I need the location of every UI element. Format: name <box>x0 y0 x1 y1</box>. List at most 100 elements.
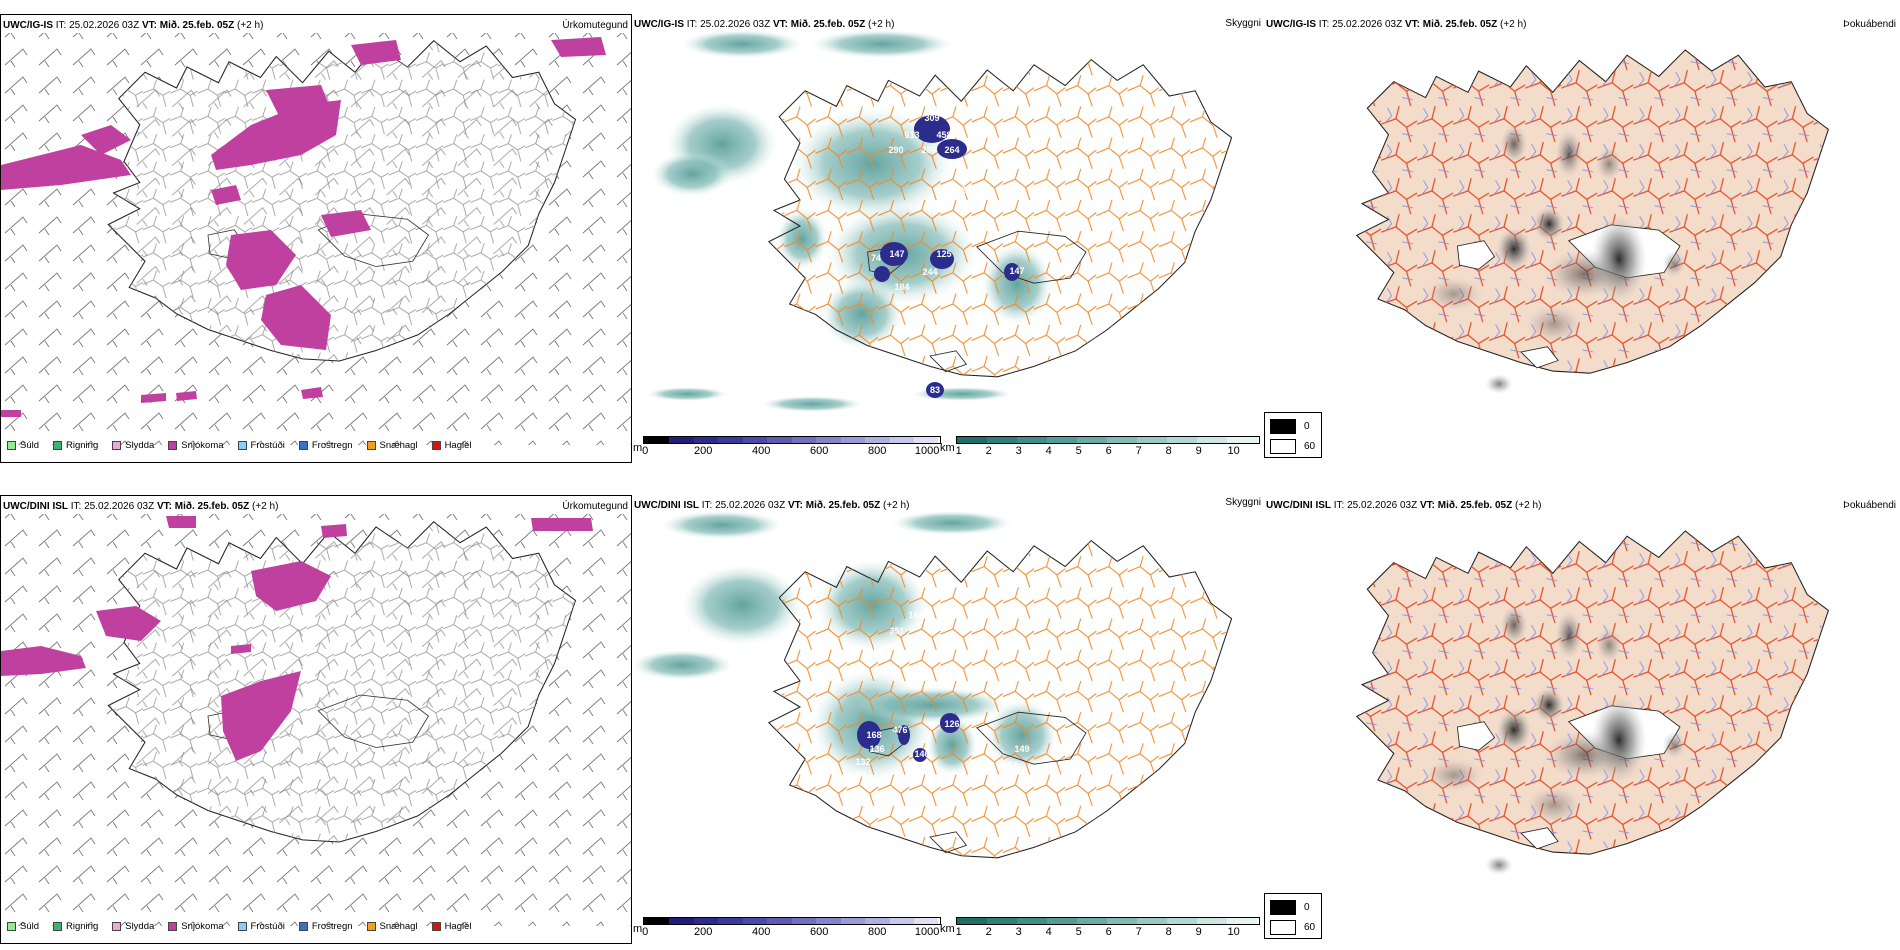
cb-tick: 800 <box>867 926 887 938</box>
vb-tick: 9 <box>1195 445 1202 457</box>
cb-tick: 200 <box>693 445 713 457</box>
vis-label: 147 <box>889 249 904 259</box>
cb-cell <box>792 437 817 443</box>
cb-tick: 1000 <box>914 926 940 938</box>
cb-cell <box>743 918 768 924</box>
cb-tick: 400 <box>751 926 771 938</box>
visibility-panel-row2: 169 351 476 126 168 136 132 90 146 149 1… <box>632 495 1264 944</box>
legend-swatch <box>168 922 178 931</box>
cb-cell <box>890 437 915 443</box>
legend-swatch <box>366 922 376 931</box>
vis-label: 264 <box>944 145 959 155</box>
cb-tick: 600 <box>809 926 829 938</box>
cb-cell <box>841 437 866 443</box>
vb-cell <box>1136 437 1167 443</box>
vb-tick: 5 <box>1075 926 1082 938</box>
legend-swatch <box>53 922 63 931</box>
legend-swatch <box>7 922 16 931</box>
cb-cell <box>767 437 793 443</box>
precip-title-row2: Úrkomutegund <box>562 501 628 512</box>
fog-header-row2: UWC/DINI ISL IT: 25.02.2026 03Z VT: Mið.… <box>1266 500 1542 511</box>
visibility-colorbar-row2: km 1 2 3 4 5 6 7 8 <box>940 917 1260 939</box>
fog-panel-row2: UWC/DINI ISL IT: 25.02.2026 03Z VT: Mið.… <box>1264 495 1900 944</box>
cloudbase-cells <box>643 436 942 444</box>
vb-tick: 8 <box>1165 926 1172 938</box>
fog-swatch-black <box>1270 900 1296 915</box>
legend-item-haglel: Haglél <box>431 440 472 451</box>
vb-tick: 5 <box>1075 445 1082 457</box>
precip-panel-row1: UWC/IG-IS IT: 25.02.2026 03Z VT: Mið. 25… <box>0 14 632 463</box>
fog-panel-row1: UWC/IG-IS IT: 25.02.2026 03Z VT: Mið. 25… <box>1264 14 1900 463</box>
vis-label: 132 <box>855 757 870 767</box>
cloudbase-cells <box>643 917 942 925</box>
vb-cell <box>1166 918 1197 924</box>
vis-label: 136 <box>869 744 884 754</box>
cloudbase-unit: m <box>633 923 643 935</box>
vb-cell <box>1136 918 1167 924</box>
vb-tick: 6 <box>1105 926 1112 938</box>
cb-cell <box>865 437 891 443</box>
vis-label: 169 <box>908 610 923 620</box>
fog-title-row1: Þokuábendi <box>1843 19 1896 30</box>
legend-item-snjokoma: Snjókoma <box>168 921 224 932</box>
fog-title-row2: Þokuábendi <box>1843 500 1896 511</box>
fog-swatch-black <box>1270 419 1296 434</box>
vb-cell <box>1016 918 1047 924</box>
vb-cell <box>1076 918 1107 924</box>
vb-cell <box>1226 918 1257 924</box>
vis-label: 146 <box>914 749 929 759</box>
vb-tick: 10 <box>1227 926 1240 938</box>
legend-item-slydda: Slydda <box>112 440 154 451</box>
vis-header-row1: UWC/IG-IS IT: 25.02.2026 03Z VT: Mið. 25… <box>634 19 895 30</box>
cb-cell <box>914 437 939 443</box>
vis-label: 309 <box>924 113 939 123</box>
visibility-unit: km <box>940 923 955 935</box>
vb-tick: 2 <box>985 445 992 457</box>
legend-swatch <box>112 922 122 931</box>
vis-label: 218 <box>951 185 966 195</box>
vis-label: 74 <box>871 253 881 263</box>
vb-cell <box>1046 918 1077 924</box>
cb-tick: 1000 <box>914 445 940 457</box>
fog-map-row1 <box>1356 49 1829 394</box>
vb-cell <box>1106 437 1137 443</box>
vb-tick: 8 <box>1165 445 1172 457</box>
vis-label: 184 <box>894 282 909 292</box>
vis-label: 83 <box>930 385 940 395</box>
vb-cell <box>1166 437 1197 443</box>
vis-label: 147 <box>1009 266 1024 276</box>
legend-item-snaehagl: Snæhagl <box>366 921 418 932</box>
cloudbase-colorbar-row2: m 0 200 400 600 800 <box>633 917 942 939</box>
visibility-cells <box>955 917 1260 925</box>
vb-cell <box>1196 918 1227 924</box>
legend-item-frostudi: Frostúði <box>237 440 285 451</box>
vb-tick: 1 <box>955 926 962 938</box>
legend-item-snjokoma: Snjókoma <box>168 440 224 451</box>
vis-label: 458 <box>936 130 951 140</box>
precip-map-row1 <box>1 33 631 445</box>
cb-tick: 200 <box>693 926 713 938</box>
vb-tick: 6 <box>1105 445 1112 457</box>
cb-cell <box>718 918 744 924</box>
visibility-panel-row1: 309 613 458 290 286 264 218 147 125 74 2… <box>632 14 1264 463</box>
cb-cell <box>743 437 768 443</box>
cb-tick: 0 <box>642 926 649 938</box>
legend-item-frostregn: Frostregn <box>298 440 353 451</box>
legend-swatch <box>298 441 308 450</box>
vis-label: 126 <box>944 719 959 729</box>
vb-tick: 7 <box>1135 926 1142 938</box>
cb-cell <box>914 918 939 924</box>
vis-label: 149 <box>1014 744 1029 754</box>
legend-swatch <box>431 441 441 450</box>
legend-swatch <box>237 922 247 931</box>
fog-legend-row2: 0 60 <box>1264 893 1322 939</box>
cb-cell <box>644 918 670 924</box>
vis-label: 351 <box>889 626 904 636</box>
cb-cell <box>694 437 719 443</box>
legend-item-frostregn: Frostregn <box>298 921 353 932</box>
vis-label: 90 <box>856 770 866 780</box>
vis-label: 290 <box>888 145 903 155</box>
vb-cell <box>1226 437 1257 443</box>
cb-cell <box>644 437 670 443</box>
precip-legend-row2: Súld Rigning Slydda Snjókoma Frostúði Fr… <box>7 921 486 932</box>
